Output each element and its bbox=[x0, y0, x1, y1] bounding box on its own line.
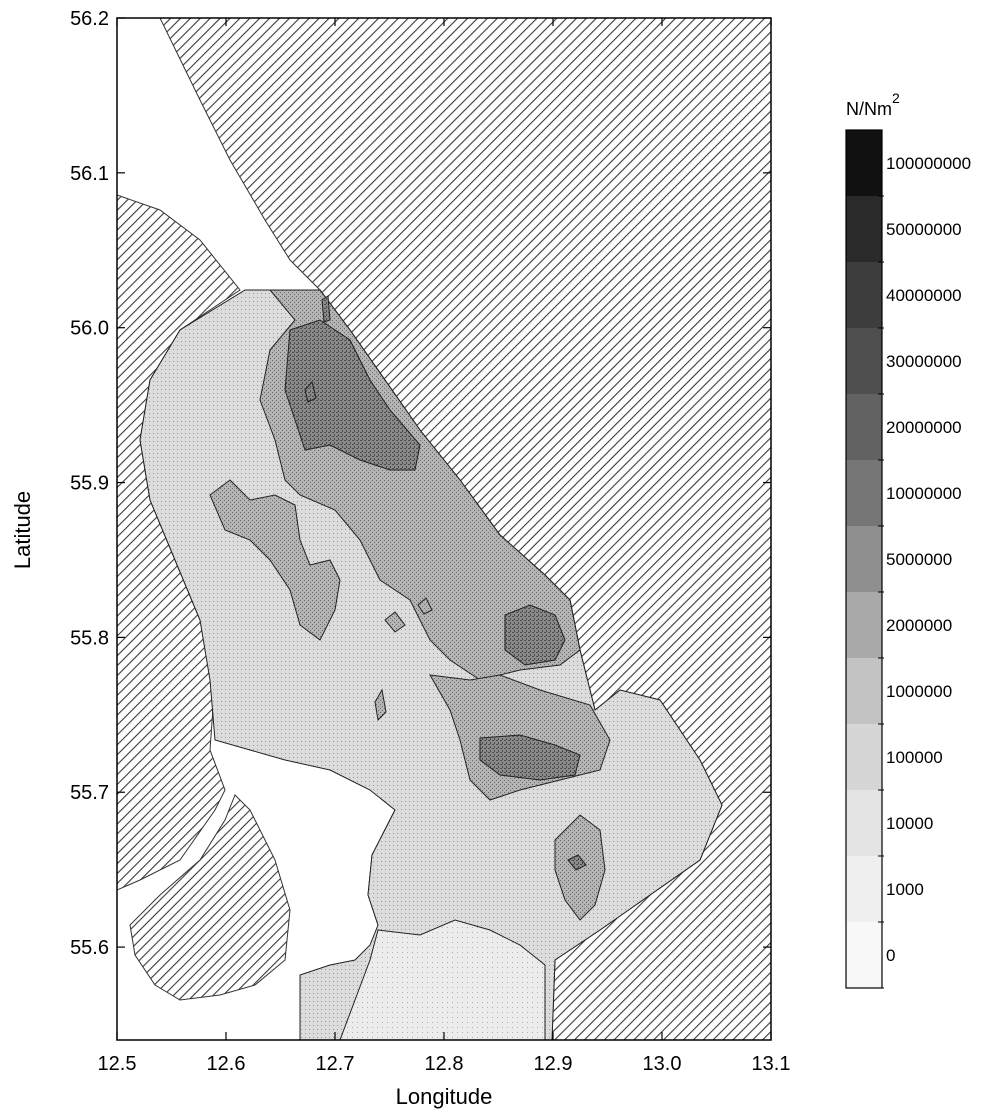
legend-level-label: 10000 bbox=[886, 814, 933, 833]
legend-swatch bbox=[846, 196, 882, 263]
x-tick-label: 13.0 bbox=[643, 1053, 682, 1075]
legend-level-label: 1000000 bbox=[886, 682, 952, 701]
island-southwest bbox=[129, 794, 291, 1001]
legend-level-label: 30000000 bbox=[886, 352, 962, 371]
legend-swatch bbox=[846, 394, 882, 461]
y-tick-label: 55.9 bbox=[70, 473, 109, 495]
legend-unit: N/Nm2 bbox=[846, 90, 900, 119]
y-tick-label: 55.6 bbox=[70, 937, 109, 959]
x-tick-label: 12.6 bbox=[207, 1053, 246, 1075]
contour-spot-3 bbox=[417, 597, 433, 615]
map-area bbox=[117, 18, 771, 1040]
x-axis-title: Longitude bbox=[396, 1084, 493, 1109]
contour-zone-dark-east bbox=[504, 604, 566, 666]
legend: N/Nm2 1000000005000000040000000300000002… bbox=[845, 90, 971, 989]
legend-level-label: 10000000 bbox=[886, 484, 962, 503]
legend-swatch bbox=[846, 922, 882, 989]
legend-level-label: 100000000 bbox=[886, 154, 971, 173]
x-tick-label: 12.5 bbox=[98, 1053, 137, 1075]
legend-swatch bbox=[846, 790, 882, 857]
legend-unit-base: N/Nm bbox=[846, 99, 892, 119]
y-axis-tick-labels: 56.2 56.1 56.0 55.9 55.8 55.7 55.6 bbox=[70, 8, 109, 959]
contour-zone-mid-west bbox=[209, 479, 341, 641]
contour-spot-2 bbox=[384, 611, 406, 633]
x-tick-label: 12.9 bbox=[534, 1053, 573, 1075]
y-tick-label: 56.1 bbox=[70, 163, 109, 185]
legend-frame bbox=[845, 129, 883, 989]
legend-swatch bbox=[846, 130, 882, 197]
legend-level-label: 20000000 bbox=[886, 418, 962, 437]
legend-swatch bbox=[846, 856, 882, 923]
legend-swatch bbox=[846, 592, 882, 659]
contour-spot-5 bbox=[304, 380, 317, 403]
y-axis-title: Latitude bbox=[10, 491, 35, 569]
legend-level-label: 1000 bbox=[886, 880, 924, 899]
legend-swatch bbox=[846, 724, 882, 791]
x-tick-label: 13.1 bbox=[752, 1053, 791, 1075]
legend-swatch bbox=[846, 262, 882, 329]
legend-level-label: 0 bbox=[886, 946, 895, 965]
legend-swatch bbox=[846, 328, 882, 395]
x-tick-label: 12.7 bbox=[316, 1053, 355, 1075]
contour-spot-6 bbox=[321, 295, 331, 323]
contour-zone-dark-southeast bbox=[479, 734, 581, 781]
legend-swatch bbox=[846, 460, 882, 527]
legend-unit-exponent: 2 bbox=[892, 90, 900, 106]
legend-level-label: 50000000 bbox=[886, 220, 962, 239]
x-tick-label: 12.8 bbox=[425, 1053, 464, 1075]
legend-level-label: 2000000 bbox=[886, 616, 952, 635]
x-axis-tick-labels: 12.5 12.6 12.7 12.8 12.9 13.0 13.1 bbox=[98, 1053, 791, 1075]
legend-swatches bbox=[846, 130, 882, 989]
legend-level-label: 40000000 bbox=[886, 286, 962, 305]
y-tick-label: 56.0 bbox=[70, 318, 109, 340]
legend-level-label: 100000 bbox=[886, 748, 943, 767]
y-tick-label: 55.7 bbox=[70, 782, 109, 804]
axis-ticks bbox=[116, 17, 772, 1040]
legend-labels: 1000000005000000040000000300000002000000… bbox=[878, 154, 971, 989]
legend-swatch bbox=[846, 526, 882, 593]
y-tick-label: 55.8 bbox=[70, 627, 109, 649]
legend-swatch bbox=[846, 658, 882, 725]
contour-spot-1 bbox=[374, 688, 387, 722]
contour-zone-dark-north bbox=[284, 319, 421, 471]
y-tick-label: 56.2 bbox=[70, 8, 109, 30]
contour-spot-4 bbox=[567, 854, 587, 871]
legend-level-label: 5000000 bbox=[886, 550, 952, 569]
contour-zone-vlight-south bbox=[339, 919, 546, 1040]
